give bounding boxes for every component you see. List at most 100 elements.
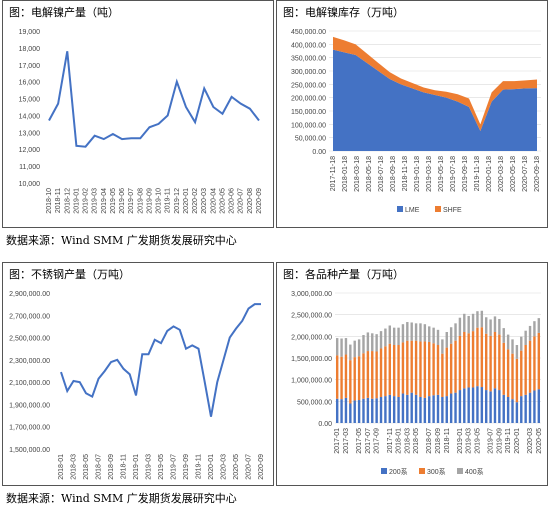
bar-segment	[511, 399, 514, 423]
y-tick-label: 1,000,000.00	[291, 378, 332, 385]
x-tick-label: 2018-11	[444, 428, 451, 453]
x-tick-label: 2019-07	[128, 188, 135, 214]
x-tick-label: 2020-06	[229, 188, 236, 214]
x-tick-label: 2020-02	[192, 188, 199, 214]
x-tick-label: 2019-01	[457, 428, 464, 454]
bar-segment	[349, 344, 352, 361]
legend-label: 400系	[465, 467, 484, 476]
y-tick-label: 0.00	[312, 149, 326, 156]
bar-segment	[524, 345, 527, 395]
bar-segment	[449, 327, 453, 344]
bar-segment	[449, 343, 453, 394]
y-tick-label: 19,000	[19, 29, 41, 36]
x-tick-label: 2020-05-18	[510, 156, 517, 192]
bar-segment	[419, 341, 422, 397]
x-tick-label: 2020-03	[527, 428, 534, 454]
x-tick-label: 2020-08	[247, 188, 254, 214]
bar-segment	[493, 388, 497, 423]
bar-segment	[441, 397, 444, 423]
x-tick-label: 2019-01	[73, 188, 80, 214]
legend-label: 300系	[427, 467, 446, 476]
y-tick-label: 3,000,000.00	[291, 291, 332, 298]
y-tick-label: 2,900,000.00	[9, 291, 50, 298]
bar-segment	[392, 327, 396, 345]
x-tick-label: 2019-12	[174, 188, 181, 214]
bar-segment	[476, 386, 479, 423]
bar-segment	[436, 345, 440, 395]
y-tick-label: 15,000	[19, 97, 41, 104]
bar-segment	[467, 315, 470, 334]
x-tick-label: 2018-09	[435, 428, 442, 454]
bar-segment	[467, 333, 470, 388]
bar-segment	[528, 340, 532, 393]
x-tick-label: 2020-01	[183, 188, 190, 214]
bar-segment	[384, 396, 387, 423]
y-tick-label: 17,000	[19, 63, 41, 70]
bar-segment	[520, 396, 523, 423]
x-tick-label: 2019-04	[101, 188, 108, 214]
bar-segment	[480, 310, 484, 328]
x-tick-label: 2017-01	[334, 428, 341, 454]
x-tick-label: 2020-09-18	[534, 156, 541, 192]
x-tick-label: 2018-09	[108, 454, 115, 480]
bar-segment	[410, 340, 413, 393]
x-tick-label: 2018-09-18	[390, 156, 397, 192]
x-tick-label: 2018-05-18	[366, 156, 373, 192]
y-tick-label: 350,000.00	[291, 56, 326, 63]
x-tick-label: 2020-05	[233, 454, 240, 480]
bar-segment	[388, 325, 391, 344]
x-tick-label: 2019-01	[133, 454, 140, 480]
x-tick-label: 2019-11	[196, 454, 203, 479]
y-tick-label: 0.00	[318, 421, 332, 428]
bar-segment	[520, 336, 523, 351]
x-tick-label: 2020-01	[514, 428, 521, 454]
x-tick-label: 2020-05	[536, 428, 543, 454]
y-tick-label: 2,500,000.00	[9, 336, 50, 343]
chart-title: 图：不锈钢产量（万吨）	[9, 268, 130, 281]
bar-segment	[454, 392, 457, 423]
bar-segment	[454, 340, 457, 393]
bar-segment	[335, 398, 339, 423]
bar-segment	[340, 356, 343, 400]
x-tick-label: 2019-07	[488, 428, 495, 454]
bar-segment	[493, 316, 497, 332]
bar-segment	[441, 353, 444, 397]
bar-segment	[357, 356, 361, 401]
y-tick-label: 100,000.00	[291, 122, 326, 129]
bar-segment	[379, 331, 383, 349]
x-tick-label: 2020-04	[210, 188, 217, 214]
bar-segment	[388, 343, 391, 395]
bar-segment	[445, 396, 448, 423]
bar-segment	[436, 394, 440, 423]
series-line	[60, 303, 261, 417]
chart-nickel-output: 10,000 11,000 12,000 13,000 14,000 15,000 16,0…	[19, 29, 263, 214]
x-tick-label: 2019-11	[505, 428, 512, 453]
bar-segment	[520, 350, 523, 397]
x-tick-label: 2019-03	[146, 454, 153, 480]
x-tick-label: 2019-09-18	[462, 156, 469, 192]
x-tick-label: 2018-01-18	[342, 156, 349, 192]
bar-segment	[480, 387, 484, 423]
bar-segment	[414, 394, 418, 423]
y-tick-label: 18,000	[19, 46, 41, 53]
bar-segment	[423, 397, 427, 423]
bar-segment	[485, 333, 488, 391]
bar-segment	[515, 358, 519, 403]
bar-segment	[349, 360, 352, 404]
panel-stainless-output: 图：不锈钢产量（万吨） 1,500,000.00 1,700,000.00 1,90…	[2, 262, 274, 486]
bar-segment	[489, 319, 492, 336]
bar-segment	[515, 402, 519, 423]
bar-segment	[537, 332, 541, 390]
bar-segment	[537, 318, 541, 333]
y-tick-label: 150,000.00	[291, 109, 326, 116]
bar-segment	[375, 334, 378, 352]
bar-segment	[349, 403, 352, 423]
bar-segment	[449, 393, 453, 423]
bar-segment	[366, 397, 370, 423]
bar-segment	[498, 319, 501, 335]
x-tick-label: 2020-05	[219, 188, 226, 214]
x-tick-label: 2019-01-18	[414, 156, 421, 192]
bar-segment	[463, 388, 466, 423]
bar-segment	[397, 327, 400, 345]
y-tick-label: 450,000.00	[291, 29, 326, 36]
